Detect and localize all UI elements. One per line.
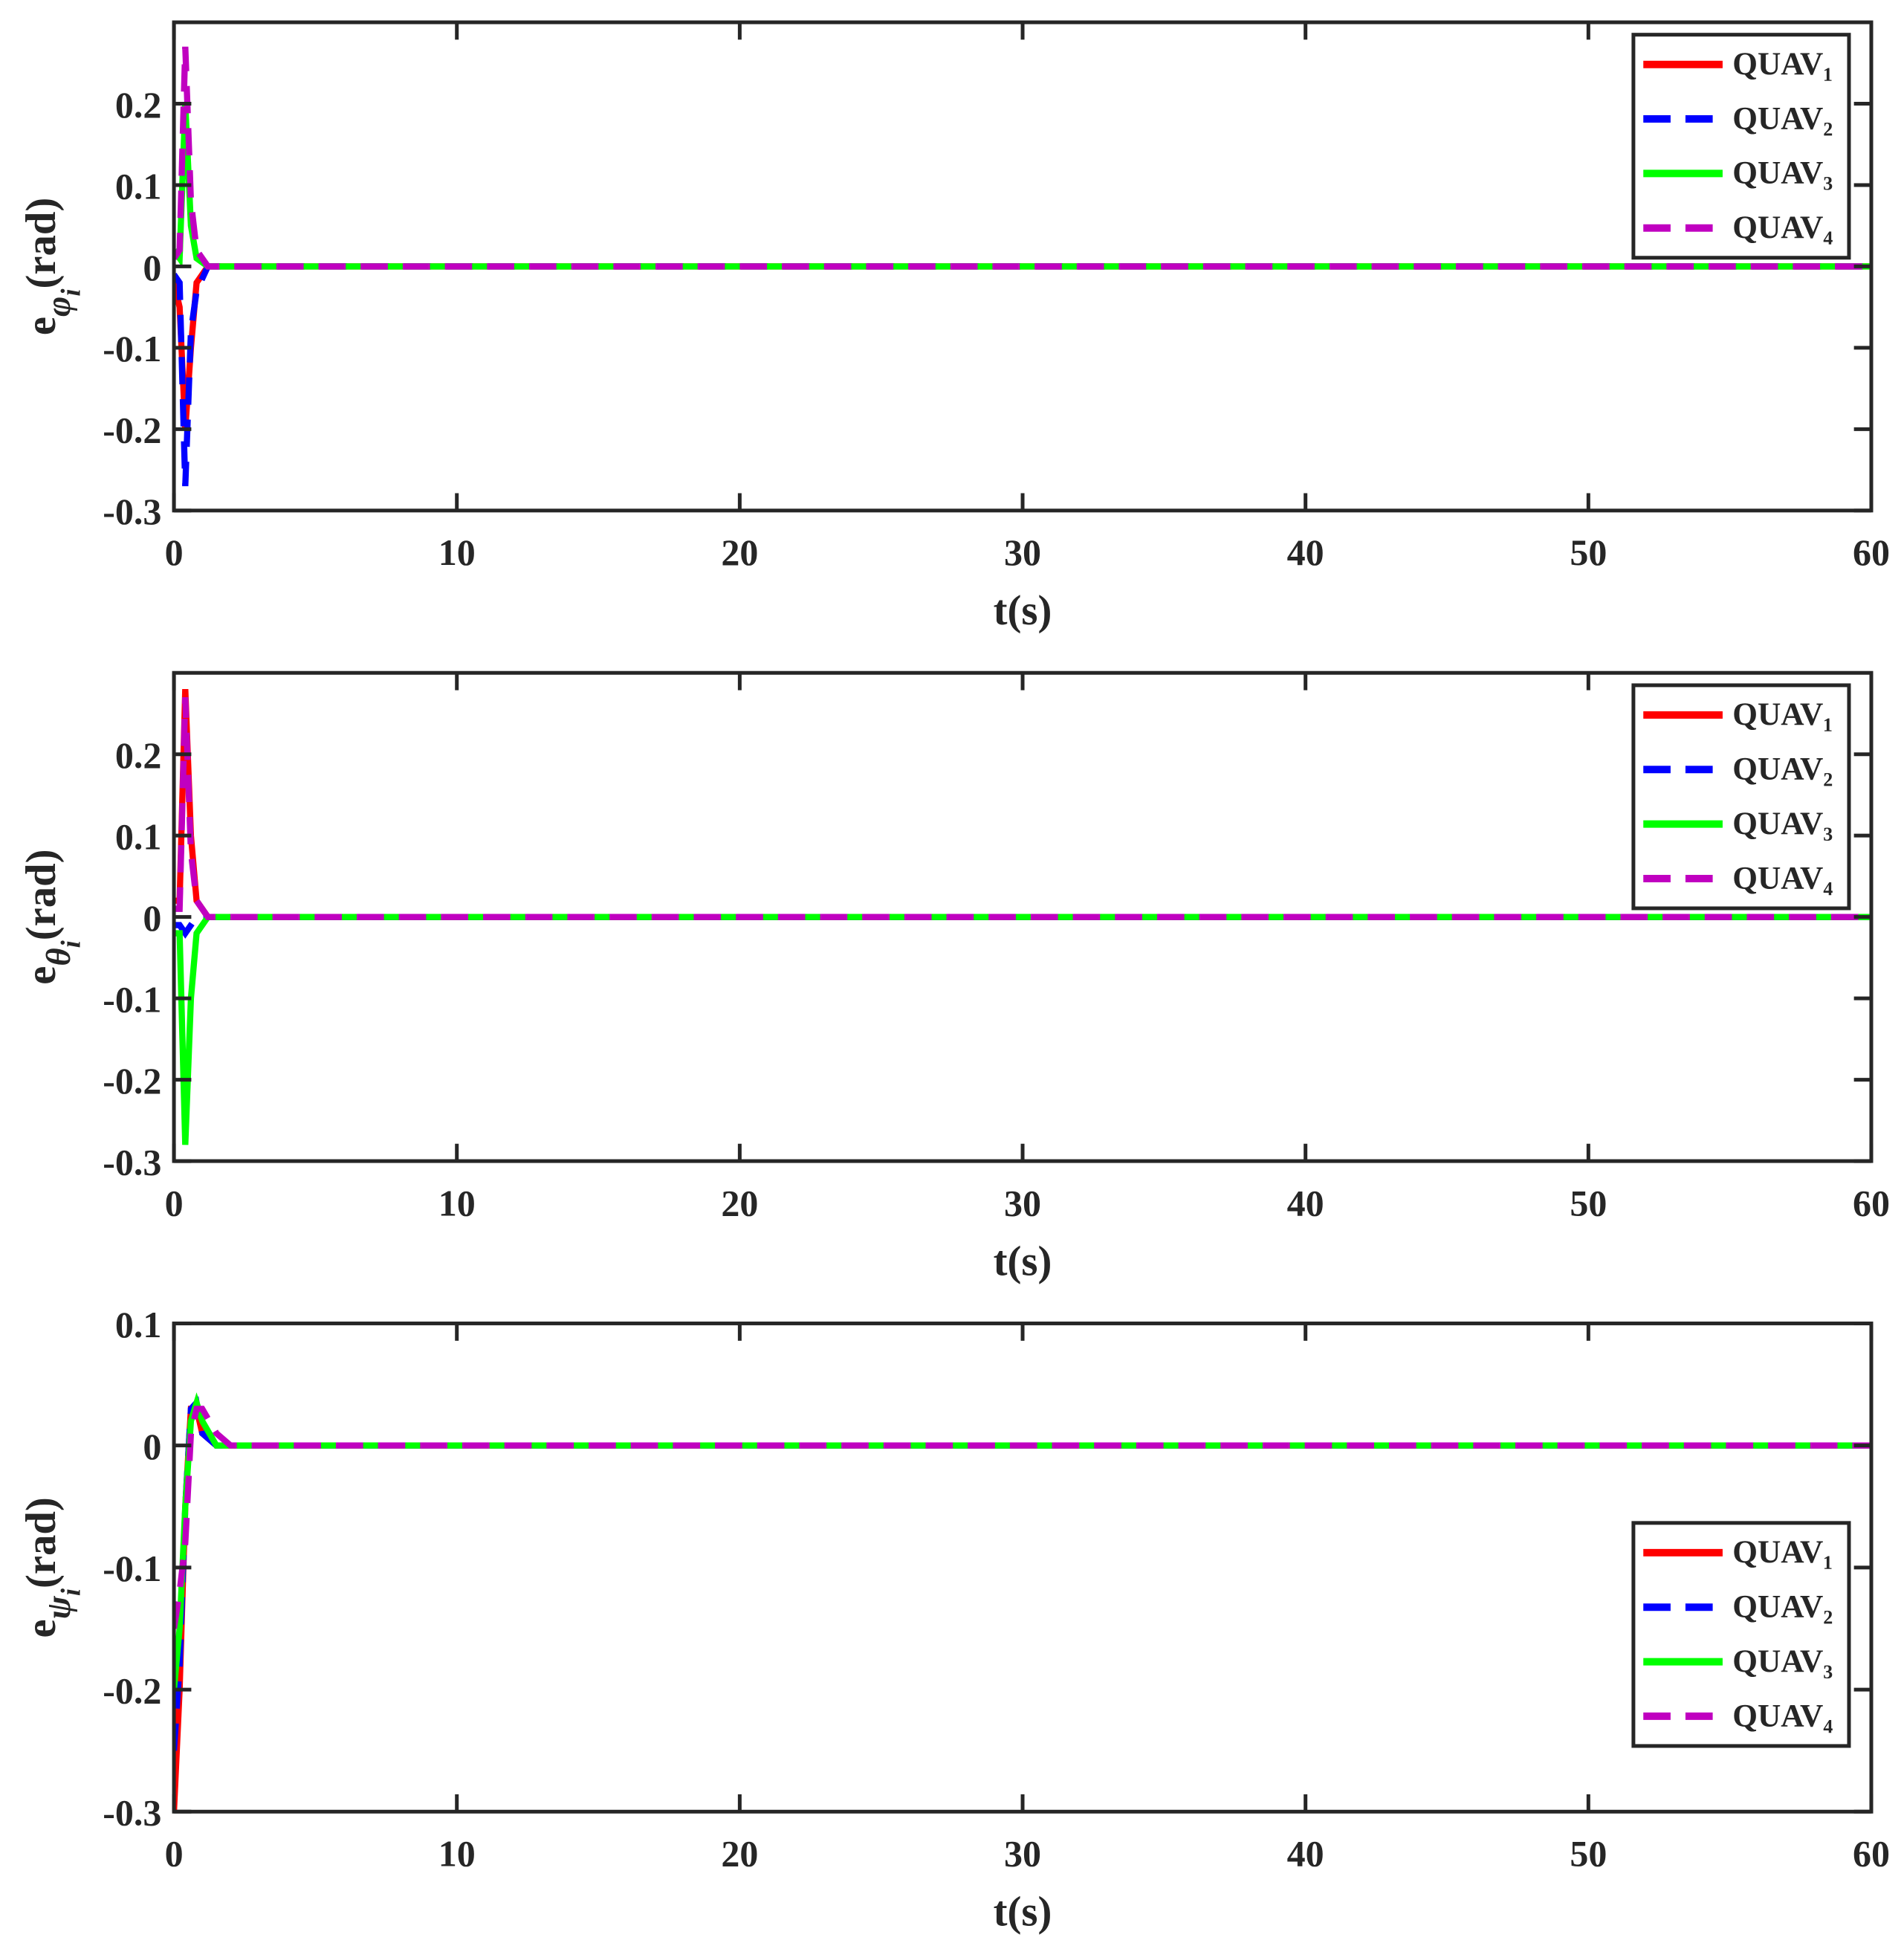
x-tick-label: 20 (721, 1833, 758, 1875)
y-tick-label: -0.1 (103, 328, 161, 369)
x-tick-label: 10 (438, 531, 476, 573)
y-axis-label: eφi(rad) (18, 198, 85, 335)
x-axis-label: t(s) (994, 1889, 1052, 1936)
legend-label: QUAV₄ (1732, 860, 1833, 896)
legend-label: QUAV₁ (1732, 1534, 1833, 1570)
legend-label: QUAV₃ (1732, 806, 1833, 841)
y-label-subsub: i (55, 940, 85, 948)
series-line (174, 1396, 1871, 1751)
legend-label: QUAV₃ (1732, 155, 1833, 191)
y-label-subsub: i (55, 288, 85, 297)
y-label-unit: (rad) (18, 849, 65, 940)
y-tick-label: -0.2 (103, 410, 161, 451)
x-tick-label: 60 (1853, 1182, 1890, 1223)
legend-label: QUAV₄ (1732, 210, 1833, 245)
y-tick-label: 0.2 (115, 734, 161, 776)
subplot: 0 10 20 30 40 50 60 -0.3 -0.2 -0.1 0 0.1 0.2 t(s) eφi(… (18, 20, 1890, 634)
y-tick-label: 0.2 (115, 84, 161, 126)
y-label-sub: φ (39, 297, 78, 317)
legend-box (1631, 1521, 1851, 1748)
y-tick-label: 0.1 (115, 1304, 161, 1345)
y-label-unit: (rad) (18, 198, 65, 289)
y-label-unit: (rad) (18, 1497, 65, 1588)
legend-label: QUAV₂ (1732, 1589, 1833, 1625)
x-tick-label: 40 (1287, 1182, 1324, 1223)
series-line (174, 263, 1871, 430)
x-tick-label: 10 (438, 1833, 476, 1875)
legend-label: QUAV₁ (1732, 696, 1833, 732)
series-line (174, 103, 1871, 270)
x-tick-label: 10 (438, 1182, 476, 1223)
y-label-base: e (18, 966, 65, 985)
series-line (174, 1406, 1871, 1812)
subplot: 0 10 20 30 40 50 60 -0.3 -0.2 -0.1 0 0.1 t(s) eψi(rad… (18, 1304, 1890, 1936)
x-tick-label: 60 (1853, 1833, 1890, 1875)
x-tick-label: 20 (721, 531, 758, 573)
x-tick-label: 0 (165, 1182, 184, 1223)
y-tick-label: -0.2 (103, 1669, 161, 1711)
y-tick-label: 0 (143, 897, 161, 939)
subplot: 0 10 20 30 40 50 60 -0.3 -0.2 -0.1 0 0.1 0.2 t(s) eθi(… (18, 670, 1890, 1284)
y-tick-label: 0.1 (115, 165, 161, 207)
y-label-subsub: i (55, 1588, 85, 1596)
y-tick-label: -0.1 (103, 1548, 161, 1589)
series-line (174, 696, 1871, 920)
axes-box (172, 1321, 1874, 1814)
y-tick-label: -0.1 (103, 978, 161, 1020)
legend-label: QUAV₃ (1732, 1643, 1833, 1679)
y-axis-label: eθi(rad) (18, 849, 85, 984)
legend-box (1631, 683, 1851, 911)
legend-label: QUAV₂ (1732, 751, 1833, 787)
x-tick-label: 30 (1004, 1833, 1041, 1875)
x-tick-label: 50 (1570, 1182, 1607, 1223)
x-axis-label: t(s) (994, 1238, 1052, 1284)
legend-label: QUAV₁ (1732, 46, 1833, 82)
y-axis-label: eψi(rad) (18, 1497, 85, 1638)
x-tick-label: 40 (1287, 531, 1324, 573)
series-line (174, 263, 1871, 487)
x-tick-label: 50 (1570, 531, 1607, 573)
y-label-base: e (18, 317, 65, 335)
series-line (174, 914, 1871, 1145)
series-line (174, 1406, 1871, 1629)
y-tick-label: 0 (143, 247, 161, 288)
y-tick-label: -0.2 (103, 1060, 161, 1102)
y-label-sub: ψ (39, 1595, 78, 1619)
y-tick-label: 0 (143, 1426, 161, 1467)
x-tick-label: 0 (165, 531, 184, 573)
legend-label: QUAV₄ (1732, 1698, 1833, 1733)
x-tick-label: 0 (165, 1833, 184, 1875)
x-axis-label: t(s) (994, 587, 1052, 634)
x-tick-label: 30 (1004, 531, 1041, 573)
x-tick-label: 30 (1004, 1182, 1041, 1223)
y-tick-label: -0.3 (103, 1141, 161, 1183)
y-label-base: e (18, 1619, 65, 1638)
x-tick-label: 40 (1287, 1833, 1324, 1875)
series-line (174, 688, 1871, 920)
legend-label: QUAV₂ (1732, 100, 1833, 136)
series-line (174, 46, 1871, 270)
y-tick-label: -0.3 (103, 1792, 161, 1834)
x-tick-label: 20 (721, 1182, 758, 1223)
y-tick-label: -0.3 (103, 491, 161, 532)
y-tick-label: 0.1 (115, 816, 161, 858)
x-tick-label: 50 (1570, 1833, 1607, 1875)
y-label-sub: θ (39, 948, 78, 966)
x-tick-label: 60 (1853, 531, 1890, 573)
legend-box (1631, 33, 1851, 260)
